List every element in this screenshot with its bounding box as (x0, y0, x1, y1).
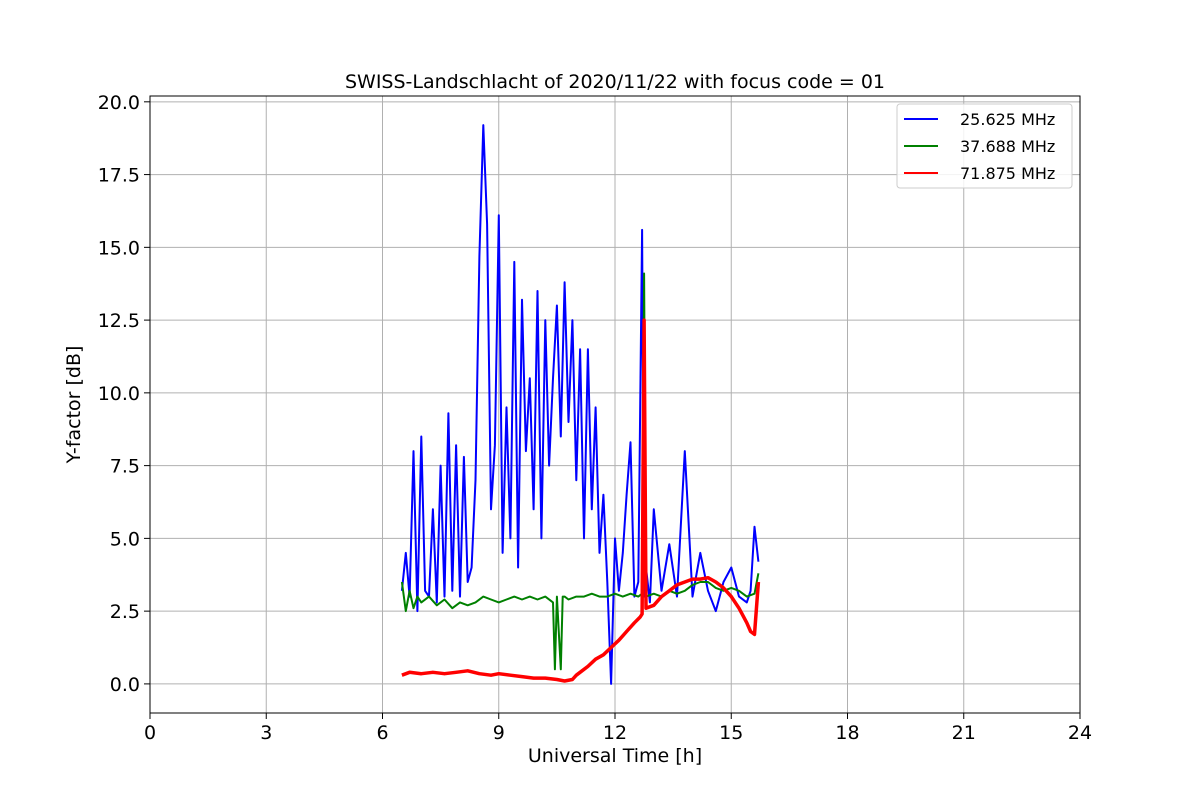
series-lines (400, 124, 761, 685)
y-axis-label: Y-factor [dB] (63, 346, 85, 465)
y-tick-label: 2.5 (110, 601, 140, 623)
x-tick-label: 24 (1068, 722, 1092, 744)
y-tick-label: 5.0 (110, 528, 140, 550)
axis-ticks: 0 3 6 9 12 15 18 21 24 0.0 2.5 5.0 7.5 10.0 12.5 15.0 17… (98, 92, 1092, 744)
chart-title: SWISS-Landschlacht of 2020/11/22 with fo… (345, 71, 885, 93)
series-line-37-688-mhz (400, 272, 760, 671)
y-tick-label: 15.0 (98, 237, 140, 259)
legend-box (896, 103, 1073, 189)
x-tick-label: 9 (493, 722, 505, 744)
series-line-25-625-mhz (400, 124, 760, 685)
series-line-71-875-mhz (401, 318, 761, 683)
legend-label-25-625-mhz: 25.625 MHz (960, 110, 1055, 129)
y-tick-label: 10.0 (98, 383, 140, 405)
x-tick-label: 0 (144, 722, 156, 744)
x-tick-label: 3 (260, 722, 272, 744)
x-tick-label: 18 (835, 722, 859, 744)
x-axis-label: Universal Time [h] (528, 745, 702, 767)
legend: 25.625 MHz 37.688 MHz 71.875 MHz (896, 103, 1073, 189)
y-tick-label: 7.5 (110, 456, 140, 478)
y-tick-label: 0.0 (110, 674, 140, 696)
x-tick-label: 21 (952, 722, 976, 744)
y-tick-label: 20.0 (98, 92, 140, 114)
legend-label-37-688-mhz: 37.688 MHz (960, 137, 1055, 156)
x-tick-label: 15 (719, 722, 743, 744)
x-tick-label: 6 (376, 722, 388, 744)
legend-label-71-875-mhz: 71.875 MHz (960, 164, 1055, 183)
y-tick-label: 12.5 (98, 310, 140, 332)
x-tick-label: 12 (603, 722, 627, 744)
y-tick-label: 17.5 (98, 165, 140, 187)
